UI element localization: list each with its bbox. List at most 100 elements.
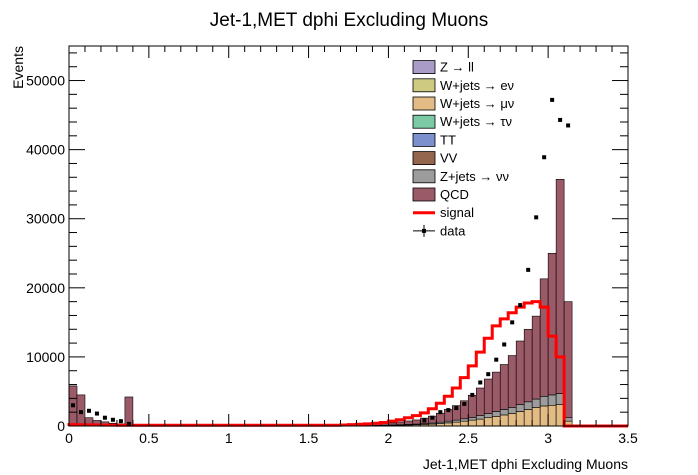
data-point — [502, 342, 507, 347]
data-point — [470, 392, 475, 397]
legend-swatch — [412, 78, 436, 93]
bar — [491, 371, 501, 412]
data-point — [110, 417, 115, 422]
legend-entry: W+jets → eν — [412, 78, 514, 93]
legend-swatch — [412, 114, 436, 129]
data-point — [126, 421, 131, 426]
bar — [483, 378, 493, 414]
legend-entry: QCD — [412, 187, 469, 202]
bar — [523, 409, 533, 427]
x-tick-label: 1.5 — [299, 430, 319, 446]
legend-entry: VV — [412, 151, 458, 166]
bar — [523, 401, 533, 410]
bar — [452, 421, 461, 427]
bar — [499, 409, 509, 416]
legend-label: QCD — [440, 187, 469, 202]
data-point — [526, 267, 531, 272]
data-point — [78, 410, 83, 415]
chart-title: Jet-1,MET dphi Excluding Muons — [210, 10, 488, 31]
y-tick-label: 40000 — [26, 142, 65, 158]
legend-entry: TT — [412, 132, 456, 147]
bar — [124, 396, 134, 427]
data-point — [422, 418, 427, 423]
x-tick-label: 1 — [225, 430, 233, 446]
bar — [547, 394, 557, 406]
legend-label: data — [440, 223, 466, 238]
data-point — [510, 320, 515, 325]
bar — [459, 418, 469, 422]
legend-label: Z+jets → νν — [440, 169, 509, 184]
data-point — [446, 408, 451, 413]
legend-label: Z → ll — [440, 60, 474, 75]
bar — [531, 398, 541, 408]
bar — [436, 412, 445, 423]
legend-entry: signal — [413, 205, 474, 220]
bar — [507, 413, 517, 427]
legend-label: VV — [440, 151, 458, 166]
data-point — [542, 155, 547, 160]
legend-entry: data — [413, 223, 466, 238]
bar — [467, 417, 477, 421]
bar — [499, 364, 509, 410]
data-point — [118, 419, 123, 424]
bar — [515, 411, 525, 427]
y-tick-label: 50000 — [26, 73, 65, 89]
bar — [531, 315, 541, 400]
bar — [491, 416, 501, 427]
bar — [459, 420, 469, 427]
legend-swatch — [412, 187, 436, 202]
data-point — [94, 411, 99, 416]
legend-swatch — [412, 151, 436, 166]
bar — [404, 420, 413, 425]
bar — [515, 404, 525, 412]
bar — [483, 413, 493, 419]
y-axis-label: Events — [10, 46, 26, 89]
data-point — [430, 415, 435, 420]
x-tick-label: 0 — [65, 430, 73, 446]
data-point — [454, 406, 459, 411]
data-point — [486, 372, 491, 377]
bar — [499, 414, 509, 427]
data-point — [558, 117, 563, 122]
bar — [547, 404, 557, 427]
data-point — [438, 410, 443, 415]
legend-entry: W+jets → μν — [412, 96, 514, 111]
data-points — [70, 97, 571, 426]
data-point — [462, 401, 467, 406]
x-axis-label: Jet-1,MET dphi Excluding Muons — [423, 456, 628, 472]
bar — [555, 179, 565, 394]
y-tick-label: 20000 — [26, 280, 65, 296]
y-tick-label: 0 — [57, 418, 65, 434]
plot-frame — [68, 45, 629, 427]
bar — [475, 418, 485, 427]
x-tick-label: 3.5 — [618, 430, 638, 446]
bar — [412, 419, 421, 425]
x-tick-label: 0.5 — [139, 430, 159, 446]
legend-label: W+jets → eν — [440, 78, 514, 93]
plot-area — [67, 97, 628, 428]
bar — [515, 340, 525, 405]
data-point — [478, 380, 483, 385]
bar — [523, 328, 533, 403]
bar — [452, 419, 461, 423]
axes: 0 0.5 1 1.5 2 2.5 3 3.5 0 10000 20000 30000 40000 500… — [26, 45, 638, 446]
x-tick-label: 2.5 — [459, 430, 479, 446]
bar — [507, 355, 517, 408]
bar — [467, 419, 477, 427]
legend-swatch — [412, 169, 436, 184]
bar — [507, 407, 517, 414]
y-tick-label: 30000 — [26, 211, 65, 227]
legend-marker — [422, 228, 426, 233]
x-tick-label: 2 — [385, 430, 393, 446]
x-tick-label: 3 — [544, 430, 552, 446]
data-point — [86, 408, 91, 413]
legend-entry: W+jets → τν — [412, 114, 512, 129]
legend-swatch — [412, 132, 436, 147]
bar — [467, 394, 477, 418]
legend-swatch — [412, 96, 436, 111]
data-point — [518, 303, 523, 308]
bar — [539, 405, 549, 427]
